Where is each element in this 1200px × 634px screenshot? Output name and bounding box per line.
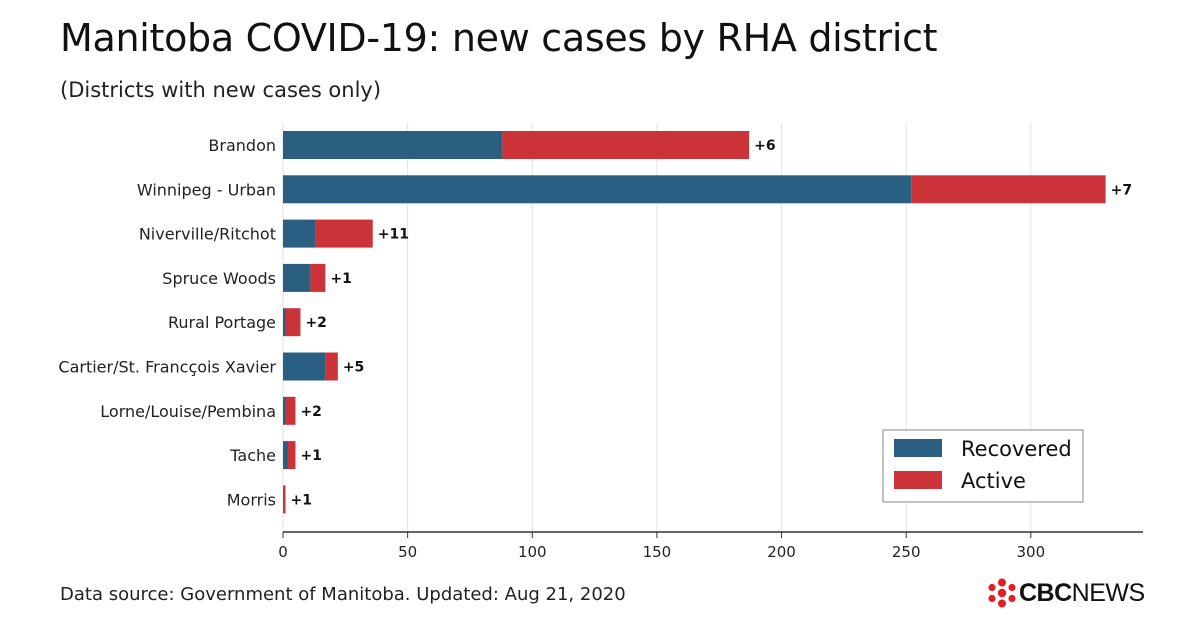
bar-active [283,485,286,514]
x-tick-label: 200 [767,543,796,561]
bar-active [287,441,296,470]
logo-cbc-text: CBC [1019,578,1072,607]
x-tick-label: 300 [1017,543,1046,561]
bar-active [285,396,296,425]
bar-annotation: +7 [1111,182,1132,198]
bar-recovered [283,308,286,337]
bar-active [502,131,750,159]
x-tick-label: 0 [278,543,288,561]
x-tick-label: 150 [643,543,672,561]
x-tick-label: 50 [398,543,417,561]
bar-recovered [283,441,288,470]
bar-recovered [283,131,503,159]
bar-annotation: +1 [290,492,311,508]
x-axis: 0 50 100 150 200 250 300 [278,531,1143,561]
bar-recovered [283,352,326,381]
bar-recovered [283,396,286,425]
category-label: Cartier/St. Francçois Xavier [58,358,276,377]
chart-subtitle: (Districts with new cases only) [60,78,382,102]
bar-annotation: +1 [300,448,321,464]
category-label: Niverville/Ritchot [139,225,276,244]
bar-active [285,308,301,337]
bar-active [310,263,326,292]
category-label: Morris [227,490,276,509]
bars [283,131,1106,514]
logo-news-text: NEWS [1071,578,1146,607]
bar-recovered [283,263,311,292]
bar-annotation: +6 [754,138,775,154]
chart-title: Manitoba COVID-19: new cases by RHA dist… [60,16,938,60]
category-label: Spruce Woods [162,269,276,288]
bar-annotations: +6 +7 +11 +1 +2 +5 +2 +1 +1 [290,138,1132,508]
legend-label-active: Active [961,469,1026,493]
bar-annotation: +2 [305,315,326,331]
bar-annotation: +1 [330,271,351,287]
data-source-note: Data source: Government of Manitoba. Upd… [60,584,626,605]
category-labels: Brandon Winnipeg - Urban Niverville/Ritcho… [58,136,276,509]
bar-active [325,352,338,381]
legend-swatch-active [894,471,942,489]
cbc-news-logo: CBCNEWS [985,578,1145,608]
bar-annotation: +5 [343,360,364,376]
bar-recovered [283,219,316,248]
category-label: Rural Portage [168,313,276,332]
legend-swatch-recovered [894,439,942,457]
bar-annotation: +2 [300,404,321,420]
category-label: Brandon [208,136,276,155]
category-label: Lorne/Louise/Pembina [100,402,276,421]
category-label: Winnipeg - Urban [137,180,276,199]
x-tick-label: 100 [518,543,547,561]
bar-annotation: +11 [378,227,409,243]
bar-active [315,219,373,248]
cbc-gem-icon [988,578,1016,608]
legend: Recovered Active [882,429,1084,503]
legend-label-recovered: Recovered [961,437,1072,461]
bar-active [911,175,1106,204]
bar-recovered [283,175,912,204]
x-tick-label: 250 [892,543,921,561]
category-label: Tache [229,446,276,465]
